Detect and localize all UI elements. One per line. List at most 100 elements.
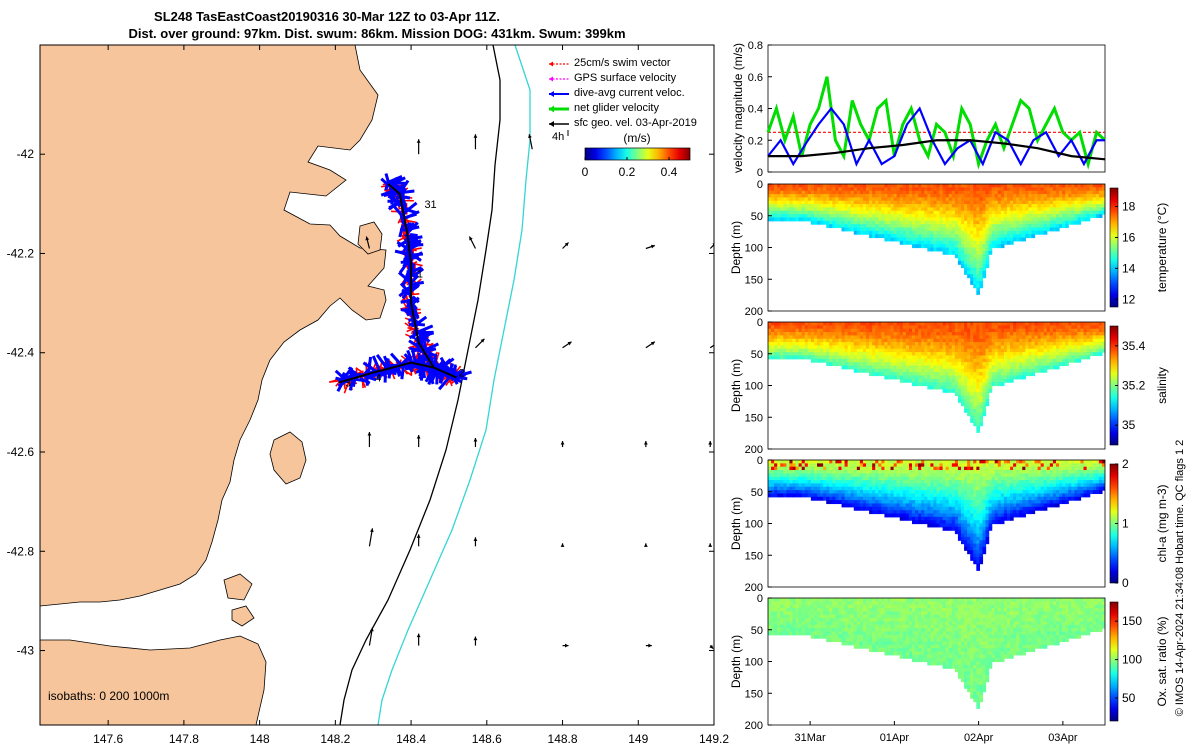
- section-cell: [844, 190, 849, 195]
- section-cell: [1089, 342, 1094, 346]
- section-cell: [918, 358, 922, 363]
- section-cell: [985, 230, 990, 235]
- section-cell: [915, 207, 919, 212]
- section-cell: [908, 355, 913, 360]
- section-cell: [924, 362, 928, 367]
- section-cell: [976, 355, 980, 360]
- section-cell: [985, 342, 990, 346]
- section-cell: [771, 190, 775, 195]
- section-cell: [985, 197, 990, 202]
- section-cell: [768, 194, 772, 198]
- section-cell: [789, 466, 794, 471]
- section-cell: [1003, 234, 1008, 239]
- section-cell: [893, 214, 898, 219]
- section-cell: [899, 187, 904, 192]
- section-cell: [789, 328, 794, 333]
- section-colorbar-label: 12: [1122, 292, 1136, 306]
- section-cell: [804, 460, 809, 464]
- section-cell: [927, 244, 931, 249]
- section-cell: [869, 506, 873, 511]
- section-cell: [801, 473, 806, 478]
- section-cell: [859, 190, 864, 195]
- section-cell: [908, 237, 913, 242]
- section-cell: [792, 466, 797, 471]
- section-cell: [810, 190, 815, 195]
- section-cell: [1055, 365, 1060, 370]
- section-cell: [1006, 378, 1011, 383]
- section-cell: [967, 240, 971, 245]
- section-cell: [1101, 342, 1105, 346]
- section-cell: [866, 365, 870, 370]
- legend-item-net: net glider velocity: [549, 102, 659, 114]
- section-cell: [902, 335, 907, 340]
- section-cell: [804, 335, 809, 340]
- section-cell: [856, 335, 861, 340]
- section-cell: [832, 194, 836, 198]
- section-cell: [988, 328, 993, 333]
- section-cell: [915, 372, 919, 377]
- section-cell: [829, 204, 833, 208]
- section-cell: [1083, 328, 1088, 333]
- section-cell: [896, 355, 901, 360]
- section-cell: [1077, 335, 1082, 340]
- section-cell: [795, 355, 800, 360]
- section-cell: [777, 328, 781, 333]
- section-cell: [982, 322, 987, 326]
- section-cell: [927, 342, 931, 346]
- dive-avg-vector: [391, 196, 402, 208]
- title-line-1: SL248 TasEastCoast20190316 30-Mar 12Z to…: [154, 9, 500, 24]
- section-cell: [1071, 187, 1075, 192]
- legend-item-dive: dive-avg current veloc.: [549, 87, 685, 99]
- section-cell: [936, 375, 941, 380]
- section-cell: [804, 466, 809, 471]
- section-cell: [961, 264, 965, 269]
- section-cell: [985, 325, 990, 330]
- section-cell: [924, 325, 928, 330]
- section-cell: [1052, 362, 1057, 367]
- section-cell: [813, 200, 818, 205]
- section-cell: [1031, 322, 1036, 326]
- section-cell: [850, 503, 855, 508]
- section-cell: [1086, 197, 1091, 202]
- section-cell: [881, 227, 886, 232]
- section-ytick-label: 100: [745, 243, 763, 255]
- section-cell: [826, 204, 830, 208]
- section-cell: [896, 486, 901, 491]
- section-cell: [951, 190, 956, 195]
- section-cell: [792, 328, 797, 333]
- section-cell: [979, 210, 984, 215]
- section-cell: [862, 466, 867, 471]
- section-cell: [856, 224, 861, 229]
- section-cell: [878, 342, 882, 346]
- section-cell: [872, 463, 876, 468]
- section-cell: [823, 214, 827, 219]
- section-cell: [988, 382, 993, 387]
- section-cell: [1077, 204, 1082, 208]
- section-cell: [826, 355, 830, 360]
- section-cell: [835, 187, 840, 192]
- section-cell: [1043, 190, 1048, 195]
- section-cell: [817, 463, 821, 468]
- section-cell: [1028, 365, 1033, 370]
- glider-track: [338, 183, 457, 384]
- section-cell: [982, 254, 987, 259]
- section-cell: [1049, 227, 1054, 232]
- section-cell: [915, 197, 919, 202]
- section-cell: [948, 220, 953, 225]
- section-cell: [924, 332, 928, 336]
- section-cell: [829, 325, 833, 330]
- section-cell: [1019, 365, 1023, 370]
- section-cell: [997, 358, 1002, 363]
- section-cell: [768, 200, 772, 205]
- geo-vector-head: [480, 338, 485, 343]
- dive-avg-vector: [412, 252, 424, 257]
- section-cell: [798, 332, 803, 336]
- section-cell: [853, 325, 858, 330]
- section-cell: [1068, 184, 1072, 188]
- section-cell: [1013, 197, 1017, 202]
- section-cell: [985, 217, 990, 222]
- section-cell: [1013, 187, 1017, 192]
- section-cell: [991, 194, 996, 198]
- section-cell: [921, 338, 925, 343]
